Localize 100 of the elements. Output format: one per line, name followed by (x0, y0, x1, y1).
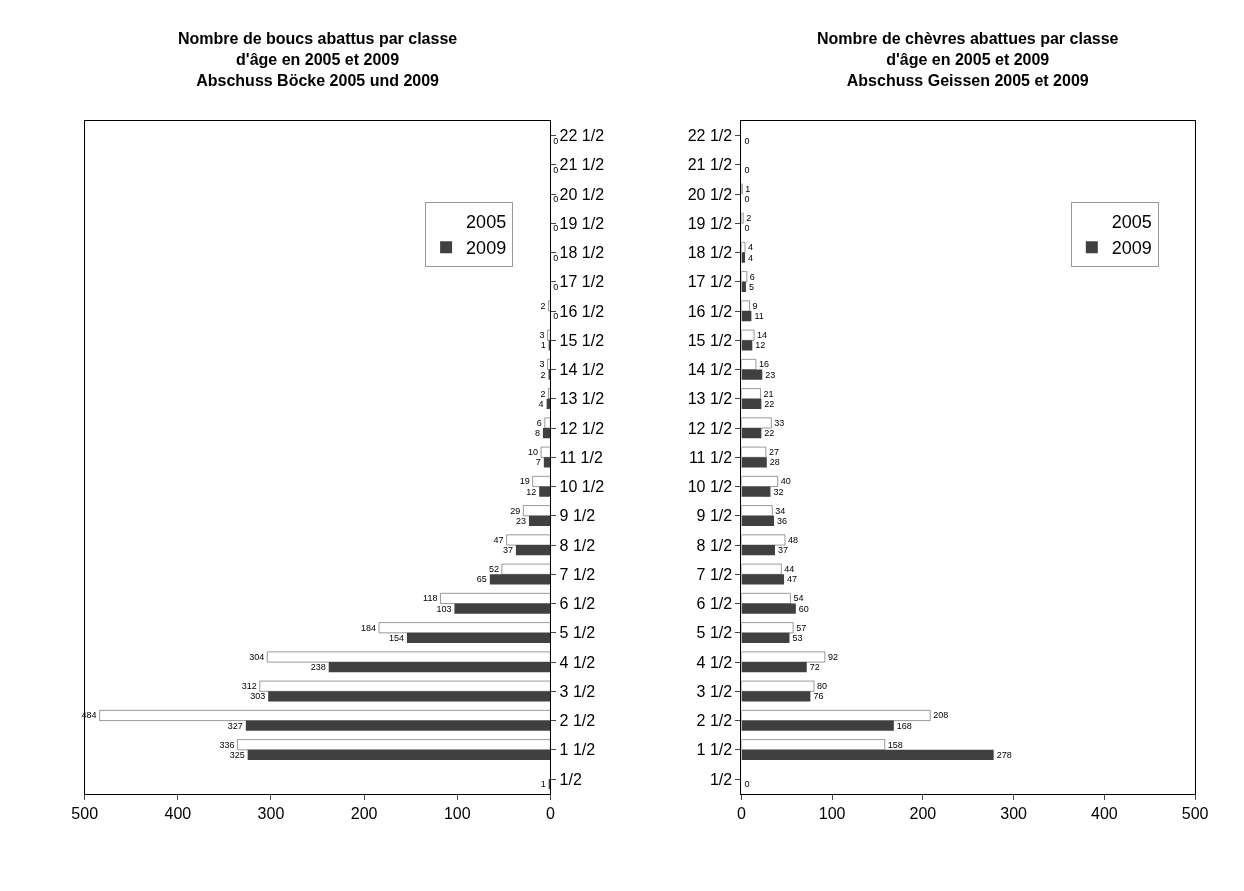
data-label: 336 (219, 739, 235, 750)
data-label: 60 (798, 603, 809, 614)
data-label: 0 (744, 223, 750, 234)
data-label: 12 (755, 340, 766, 351)
text: 2005 (466, 211, 507, 232)
y-tick-label: 14 1/2 (559, 361, 605, 379)
data-label: 21 (763, 388, 774, 399)
data-label: 2 (746, 213, 752, 224)
y-tick-label: 20 1/2 (559, 185, 605, 203)
y-tick-label: 11 1/2 (688, 448, 733, 466)
data-label: 10 (528, 447, 539, 458)
x-tick-label: 200 (909, 804, 937, 822)
y-tick-label: 16 1/2 (559, 302, 605, 320)
data-label: 48 (787, 534, 798, 545)
data-label: 184 (360, 622, 376, 633)
data-label: 0 (553, 135, 559, 146)
y-tick-label: 18 1/2 (687, 244, 733, 262)
data-label: 65 (476, 574, 487, 585)
y-tick-label: 13 1/2 (687, 390, 733, 408)
y-tick-label: 1/2 (709, 770, 733, 788)
y-tick-label: 6 1/2 (559, 595, 596, 613)
data-label: 23 (515, 515, 526, 526)
y-tick-label: 17 1/2 (687, 273, 733, 291)
data-label: 80 (817, 681, 828, 692)
data-label: 28 (769, 457, 780, 468)
y-tick-label: 1 1/2 (559, 741, 596, 759)
data-label: 0 (553, 252, 559, 263)
data-label: 0 (744, 135, 750, 146)
y-tick-label: 2 1/2 (559, 712, 596, 730)
x-tick-label: 200 (350, 804, 378, 822)
y-tick-label: 1 1/2 (696, 741, 733, 759)
data-label: 72 (809, 662, 820, 673)
data-label: 0 (553, 281, 559, 292)
data-label: 2 (540, 388, 546, 399)
chart-title: Nombre de chèvres abattues par classe d'âge en 2005 et 2009 Abschuss Geissen 2005 et 2009 (817, 30, 1119, 89)
data-label: 304 (249, 651, 265, 662)
data-label: 325 (229, 749, 245, 760)
data-label: 34 (775, 505, 786, 516)
data-label: 23 (765, 369, 776, 380)
x-tick-label: 400 (1091, 804, 1118, 822)
y-tick-label: 15 1/2 (559, 331, 605, 349)
data-label: 7 (535, 457, 541, 468)
data-label: 1 (540, 340, 546, 351)
text: 2005 (1111, 211, 1152, 232)
data-label: 4 (538, 398, 544, 409)
data-label: 0 (744, 779, 750, 790)
x-tick-label: 100 (443, 804, 471, 822)
x-tick-label: 300 (257, 804, 285, 822)
y-tick-label: 22 1/2 (687, 127, 733, 145)
y-tick-label: 20 1/2 (687, 185, 733, 203)
y-tick-label: 4 1/2 (696, 653, 733, 671)
y-tick-label: 21 1/2 (687, 156, 733, 174)
data-label: 53 (792, 632, 803, 643)
legend-label: 2009 (466, 238, 507, 259)
data-label: 238 (310, 662, 326, 673)
data-label: 76 (813, 691, 824, 702)
y-tick-label: 13 1/2 (559, 390, 605, 408)
data-label: 27 (768, 447, 779, 458)
y-tick-label: 7 1/2 (696, 565, 733, 583)
data-label: 47 (493, 534, 504, 545)
data-label: 37 (777, 545, 788, 556)
data-label: 11 (754, 311, 764, 322)
y-tick-label: 2 1/2 (696, 712, 733, 730)
y-tick-label: 12 1/2 (559, 419, 605, 437)
y-tick-label: 7 1/2 (559, 565, 596, 583)
x-tick-label: 500 (71, 804, 99, 822)
data-label: 0 (744, 194, 750, 205)
y-tick-label: 17 1/2 (559, 273, 605, 291)
y-tick-label: 11 1/2 (559, 448, 603, 466)
data-label: 118 (423, 593, 438, 604)
data-label: 4 (748, 242, 754, 253)
data-label: 303 (250, 691, 266, 702)
y-tick-label: 3 1/2 (696, 682, 733, 700)
y-tick-label: 6 1/2 (696, 595, 733, 613)
data-label: 29 (510, 505, 521, 516)
data-label: 0 (553, 311, 559, 322)
y-tick-label: 21 1/2 (559, 156, 605, 174)
data-label: 22 (764, 398, 775, 409)
data-label: 57 (796, 622, 807, 633)
y-tick-label: 1/2 (559, 770, 582, 788)
y-tick-label: 3 1/2 (559, 682, 596, 700)
data-label: 14 (757, 330, 768, 341)
y-tick-label: 10 1/2 (559, 478, 605, 496)
y-tick-label: 16 1/2 (687, 302, 733, 320)
y-tick-label: 5 1/2 (559, 624, 596, 642)
data-label: 40 (780, 476, 791, 487)
data-label: 9 (752, 300, 758, 311)
data-label: 37 (502, 545, 513, 556)
data-label: 0 (553, 223, 559, 234)
data-label: 36 (777, 515, 788, 526)
y-tick-label: 14 1/2 (687, 361, 733, 379)
y-tick-label: 19 1/2 (687, 214, 733, 232)
data-label: 3 (539, 330, 545, 341)
data-label: 2 (540, 300, 546, 311)
x-tick-label: 400 (164, 804, 192, 822)
data-label: 47 (787, 574, 798, 585)
data-label: 0 (553, 164, 559, 175)
x-tick-label: 100 (818, 804, 846, 822)
chart-title: Nombre de boucs abattus par classe d'âge en 2005 et 2009 Abschuss Böcke 2005 und 2009 (178, 30, 458, 89)
x-tick-label: 0 (736, 804, 746, 822)
